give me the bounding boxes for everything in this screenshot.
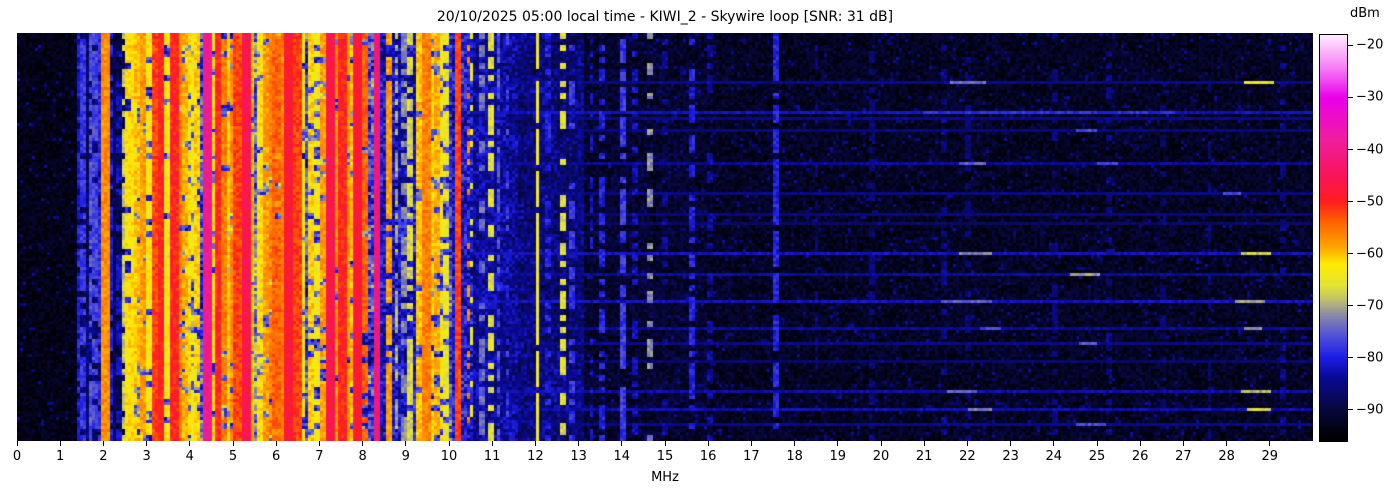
x-tick-label: 17 [743, 449, 760, 464]
colorbar-tick-label: −40 [1356, 142, 1384, 157]
x-tick-mark [1053, 441, 1055, 446]
x-tick-mark [448, 441, 450, 446]
x-tick-label: 25 [1088, 449, 1106, 464]
x-tick-label: 27 [1175, 449, 1192, 464]
x-tick-mark [232, 441, 234, 446]
colorbar-tick-mark [1348, 44, 1353, 46]
x-tick-label: 24 [1045, 449, 1063, 464]
x-tick-mark [491, 441, 493, 446]
x-tick-mark [1139, 441, 1141, 446]
x-tick-mark [362, 441, 364, 446]
spectrogram-canvas [17, 33, 1313, 441]
colorbar-tick-label: −70 [1356, 298, 1384, 314]
colorbar-tick-label: −20 [1356, 37, 1384, 53]
x-axis-label: MHz [651, 470, 679, 485]
x-tick-mark [534, 441, 536, 446]
x-tick-label: 28 [1218, 449, 1235, 464]
x-tick-mark [1226, 441, 1228, 446]
x-tick-mark [59, 441, 61, 446]
x-tick-label: 3 [142, 449, 151, 464]
x-tick-label: 7 [315, 449, 324, 464]
x-tick-mark [189, 441, 191, 446]
colorbar-tick-label: −60 [1356, 246, 1384, 262]
colorbar-tick-mark [1348, 409, 1353, 411]
x-tick-label: 18 [786, 449, 803, 464]
x-tick-mark [102, 441, 104, 446]
colorbar-tick-mark [1348, 357, 1353, 359]
x-tick-label: 15 [656, 449, 674, 464]
colorbar-tick-label: −50 [1356, 194, 1384, 210]
colorbar [1319, 34, 1348, 442]
x-tick-label: 10 [440, 449, 458, 464]
x-tick-mark [664, 441, 666, 446]
x-tick-label: 8 [358, 449, 367, 464]
x-tick-label: 0 [12, 449, 22, 464]
colorbar-tick-mark [1348, 201, 1353, 203]
x-tick-label: 16 [699, 449, 717, 464]
x-tick-label: 2 [99, 449, 108, 464]
x-tick-mark [880, 441, 882, 446]
colorbar-label: dBm [1350, 6, 1380, 21]
x-tick-mark [750, 441, 752, 446]
x-tick-label: 19 [829, 449, 847, 464]
colorbar-tick-mark [1348, 149, 1353, 150]
colorbar-tick-mark [1348, 305, 1353, 307]
x-tick-mark [1096, 441, 1098, 446]
colorbar-tick-label: −80 [1356, 350, 1384, 366]
x-tick-mark [16, 441, 18, 446]
x-tick-label: 23 [1002, 449, 1019, 464]
x-tick-mark [794, 441, 796, 446]
x-tick-label: 1 [56, 449, 65, 464]
x-tick-label: 26 [1131, 449, 1149, 464]
x-tick-label: 20 [872, 449, 890, 464]
x-tick-mark [275, 441, 277, 446]
x-tick-mark [923, 441, 925, 446]
x-tick-mark [966, 441, 968, 446]
x-tick-label: 22 [959, 449, 976, 464]
x-tick-mark [1269, 441, 1271, 446]
x-tick-label: 11 [483, 449, 501, 464]
colorbar-tick-mark [1348, 253, 1353, 255]
x-tick-label: 5 [228, 449, 238, 464]
x-tick-label: 29 [1261, 449, 1279, 464]
x-tick-label: 13 [570, 449, 587, 464]
colorbar-tick-label: −90 [1356, 402, 1384, 418]
x-tick-mark [146, 441, 148, 446]
x-tick-label: 12 [527, 449, 544, 464]
x-tick-label: 14 [613, 449, 631, 464]
x-tick-mark [578, 441, 580, 446]
x-tick-mark [318, 441, 320, 446]
plot-title: 20/10/2025 05:00 local time - KIWI_2 - S… [436, 9, 894, 25]
x-tick-mark [405, 441, 407, 446]
colorbar-tick-mark [1348, 96, 1353, 98]
x-tick-label: 6 [272, 449, 281, 464]
x-tick-mark [621, 441, 623, 446]
x-tick-mark [1010, 441, 1012, 446]
x-tick-label: 4 [185, 449, 194, 464]
x-tick-mark [1182, 441, 1184, 446]
colorbar-tick-label: −30 [1356, 89, 1384, 105]
x-tick-mark [707, 441, 709, 446]
x-tick-label: 9 [401, 449, 410, 464]
x-tick-mark [837, 441, 839, 446]
x-tick-label: 21 [915, 449, 933, 464]
